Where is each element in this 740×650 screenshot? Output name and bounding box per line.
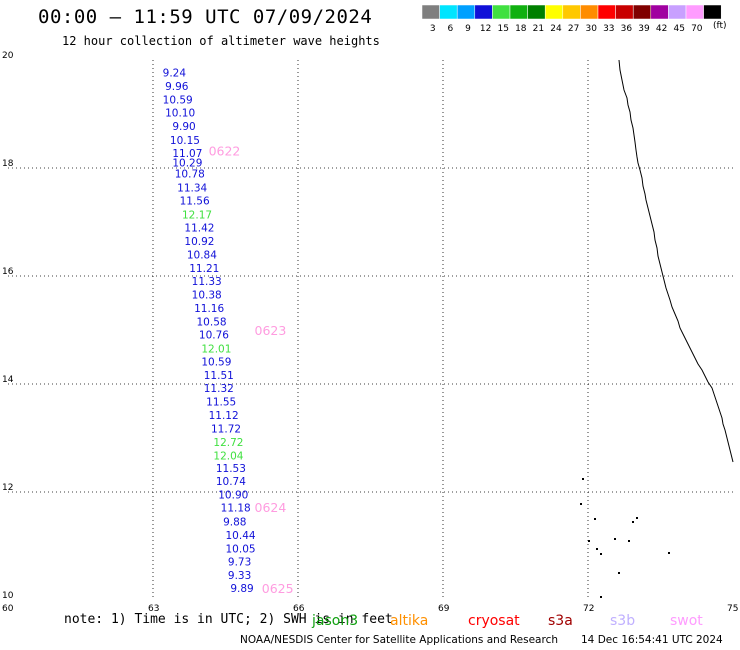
wave-height-label: 11.42 [184,222,214,234]
satellite-legend-item: s3a [548,613,573,629]
wave-height-label: 10.76 [199,329,229,341]
wave-height-label: 9.88 [223,517,246,529]
wave-height-label: 10.58 [197,316,227,328]
island-mark [632,521,634,523]
island-mark [596,548,598,550]
wave-height-label: 11.18 [221,503,251,515]
latitude-tick-label: 20 [2,51,14,61]
wave-height-label: 10.74 [216,476,246,488]
wave-height-label: 11.53 [216,463,246,475]
wave-height-label: 11.34 [177,182,207,194]
wave-height-label: 12.04 [213,450,243,462]
island-mark [618,572,620,574]
wave-height-label: 9.89 [230,583,253,595]
wave-height-label: 12.17 [182,209,212,221]
island-mark [636,517,638,519]
island-mark [600,553,602,555]
island-mark [600,596,602,598]
longitude-tick-label: 72 [583,604,594,614]
altimeter-map-figure: 00:00 – 11:59 UTC 07/09/2024 12 hour col… [0,0,740,650]
satellite-legend-item: jason3 [312,613,358,629]
satellite-legend-item: cryosat [468,613,520,629]
wave-height-label: 9.73 [228,557,251,569]
island-mark [580,503,582,505]
wave-height-label: 11.16 [194,303,224,315]
longitude-tick-label: 69 [438,604,450,614]
wave-height-label: 11.32 [204,383,234,395]
wave-height-label: 10.90 [218,490,248,502]
latitude-tick-label: 12 [2,483,13,493]
wave-height-label: 10.44 [226,530,256,542]
satellite-legend-item: altika [390,613,428,629]
wave-height-label: 9.96 [165,81,189,93]
island-mark [588,540,590,542]
satellite-legend-item: swot [670,613,703,629]
wave-height-label: 9.24 [163,67,187,79]
pass-time-label: 0624 [255,500,287,515]
latitude-tick-label: 18 [2,159,14,169]
latitude-tick-label: 14 [2,375,14,385]
wave-height-label: 11.55 [206,396,236,408]
island-mark [668,552,670,554]
wave-height-label: 10.59 [201,356,231,368]
wave-height-label: 10.05 [226,544,256,556]
island-mark [628,540,630,542]
wave-height-label: 11.21 [189,263,219,275]
satellite-legend-item: s3b [610,613,635,629]
longitude-tick-label: 75 [727,604,738,614]
wave-height-label: 12.01 [201,343,231,355]
latitude-tick-label: 10 [2,591,14,601]
wave-height-map: 60 63 66 69 72 752018161412109.249.9610.5910.… [0,0,740,620]
wave-height-label: 12.72 [213,437,243,449]
island-mark [614,538,616,540]
pass-time-label: 0622 [209,144,241,159]
footer-credit: NOAA/NESDIS Center for Satellite Applica… [240,634,558,646]
wave-height-label: 10.84 [187,249,217,261]
pass-time-label: 0623 [255,323,287,338]
wave-height-label: 11.12 [209,410,239,422]
wave-height-label: 11.33 [192,276,222,288]
island-mark [594,518,596,520]
wave-height-label: 11.56 [180,195,210,207]
coastline [619,60,733,462]
wave-height-label: 9.33 [228,570,251,582]
latitude-tick-label: 16 [2,267,14,277]
island-mark [582,478,584,480]
wave-height-label: 10.38 [192,289,222,301]
wave-height-label: 11.51 [204,370,234,382]
wave-height-label: 10.59 [163,94,193,106]
longitude-tick-label: 60 [2,604,14,614]
wave-height-label: 10.78 [175,168,205,180]
wave-height-label: 9.90 [172,121,195,133]
wave-height-label: 11.72 [211,423,241,435]
footer-timestamp: 14 Dec 16:54:41 UTC 2024 [581,634,723,646]
pass-time-label: 0625 [262,581,294,596]
wave-height-label: 10.92 [184,236,214,248]
wave-height-label: 10.15 [170,135,200,147]
wave-height-label: 10.10 [165,107,195,119]
